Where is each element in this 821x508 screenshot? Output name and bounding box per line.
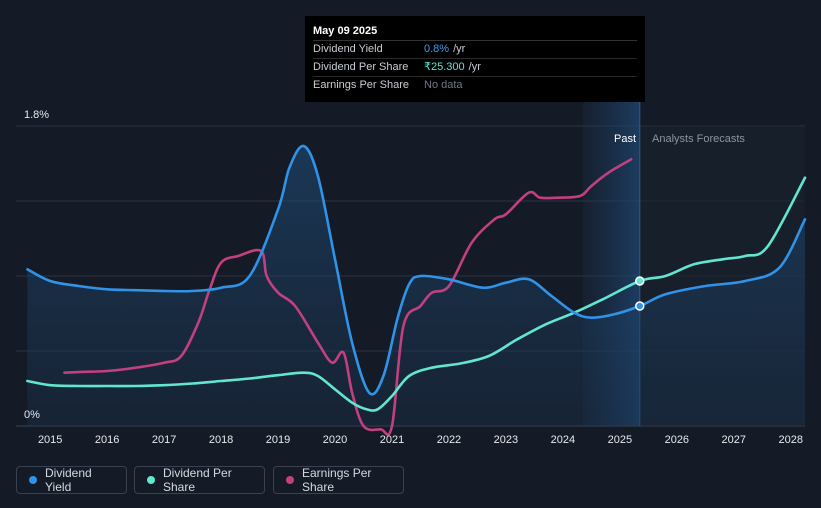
tooltip-date: May 09 2025 [313,22,637,41]
legend-label: Dividend Yield [45,466,92,494]
tooltip-row-dividend-yield: Dividend Yield 0.8% /yr [313,41,637,59]
x-tick-label: 2022 [437,434,461,446]
hover-markers [635,276,645,311]
legend-label: Dividend Per Share [163,466,232,494]
x-tick-label: 2019 [266,434,290,446]
tooltip-label: Dividend Yield [313,43,383,55]
region-labels: Past Analysts Forecasts [614,133,745,145]
hover-tooltip: May 09 2025 Dividend Yield 0.8% /yr Divi… [305,16,645,102]
x-tick-label: 2024 [551,434,575,446]
tooltip-label: Dividend Per Share [313,61,409,73]
x-tick-label: 2025 [608,434,632,446]
x-tick-label: 2028 [779,434,803,446]
dividend-per-share-line [26,176,807,412]
legend-dot-icon [29,476,37,484]
legend-dividend-yield[interactable]: Dividend Yield [16,466,127,494]
dividend-yield-line [26,144,807,396]
dividend-per-share-marker [635,276,645,286]
earnings-per-share-line [63,158,633,436]
legend-dot-icon [147,476,155,484]
forecast-label: Analysts Forecasts [652,133,745,145]
tooltip-row-earnings-per-share: Earnings Per Share No data [313,77,637,94]
x-tick-label: 2017 [152,434,176,446]
legend-dot-icon [286,476,294,484]
tooltip-value: ₹25.300 [424,61,465,73]
dividend-yield-marker [635,301,645,311]
dividend-yield-area [27,145,806,426]
dividend-yield-area-fill [27,145,806,426]
x-tick-label: 2018 [209,434,233,446]
x-tick-label: 2015 [38,434,62,446]
tooltip-row-dividend-per-share: Dividend Per Share ₹25.300 /yr [313,59,637,77]
x-tick-label: 2026 [665,434,689,446]
past-label: Past [614,133,636,145]
legend-dividend-per-share[interactable]: Dividend Per Share [134,466,265,494]
tooltip-value: 0.8% [424,43,450,55]
axes: 1.8% 0% 2015 2016 2017 2018 2019 2020 2021 2022 20… [24,109,803,446]
x-tick-label: 2016 [95,434,119,446]
series-lines [26,144,807,436]
tooltip-label: Earnings Per Share [313,79,409,91]
y-tick-label-top: 1.8% [24,109,49,121]
x-tick-label: 2020 [323,434,347,446]
legend-label: Earnings Per Share [302,466,372,494]
tooltip-unit: /yr [453,43,466,55]
legend-earnings-per-share[interactable]: Earnings Per Share [273,466,404,494]
y-tick-label-bottom: 0% [24,409,40,421]
x-tick-label: 2021 [380,434,404,446]
tooltip-unit: /yr [468,61,481,73]
x-tick-label: 2023 [494,434,518,446]
tooltip-value: No data [424,79,463,91]
x-tick-label: 2027 [722,434,746,446]
